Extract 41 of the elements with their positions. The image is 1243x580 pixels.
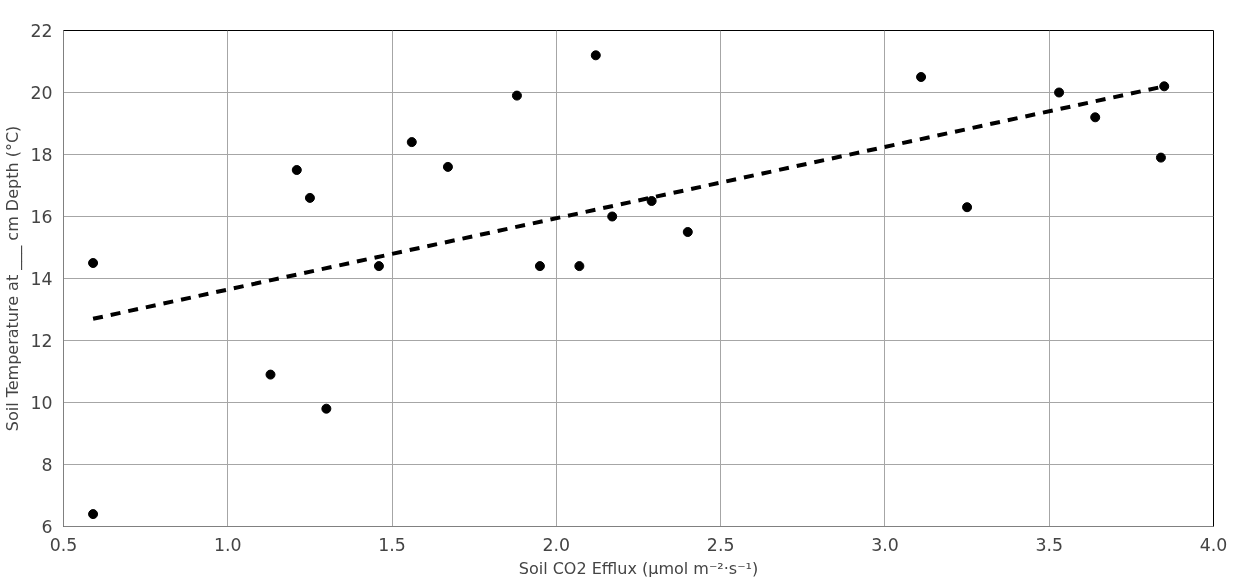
point [321, 403, 332, 414]
point [304, 192, 315, 203]
point [646, 196, 657, 206]
point [916, 72, 927, 82]
x-tick-label: 2.0 [542, 534, 571, 555]
point [511, 90, 522, 101]
point [962, 202, 973, 213]
point [1159, 81, 1170, 92]
point [406, 137, 417, 148]
point [265, 369, 276, 380]
y-tick-label: 14 [30, 269, 53, 289]
y-tick-label: 6 [41, 517, 53, 537]
point [682, 227, 693, 237]
x-tick-label: 3.5 [1035, 534, 1063, 555]
point [574, 261, 585, 272]
y-tick-label: 8 [41, 455, 53, 475]
point [88, 509, 99, 520]
y-tick-label: 20 [30, 83, 53, 103]
point [1054, 87, 1065, 98]
x-tick-label: 4.0 [1199, 534, 1228, 555]
point [1090, 112, 1101, 123]
x-tick-label: 2.5 [706, 534, 735, 555]
y-tick-label: 16 [30, 207, 53, 227]
x-tick-label: 0.5 [49, 534, 78, 555]
x-axis-title: Soil CO2 Efflux (µmol m⁻²·s⁻¹) [518, 558, 759, 578]
point [534, 261, 545, 272]
x-tick-label: 1.5 [378, 534, 406, 555]
y-tick-label: 18 [30, 145, 53, 165]
point [607, 211, 618, 222]
point [1155, 152, 1166, 163]
point [88, 258, 99, 268]
x-tick-label: 3.0 [871, 534, 899, 555]
point [373, 261, 384, 272]
y-tick-label: 12 [30, 331, 53, 351]
y-axis-title: Soil Temperature at ___ cm Depth (°C) [3, 125, 24, 432]
point [291, 165, 302, 175]
point [442, 161, 453, 172]
point [590, 50, 601, 61]
y-tick-label: 22 [30, 21, 53, 41]
x-tick-label: 1.0 [214, 534, 242, 555]
y-tick-label: 10 [30, 393, 53, 413]
